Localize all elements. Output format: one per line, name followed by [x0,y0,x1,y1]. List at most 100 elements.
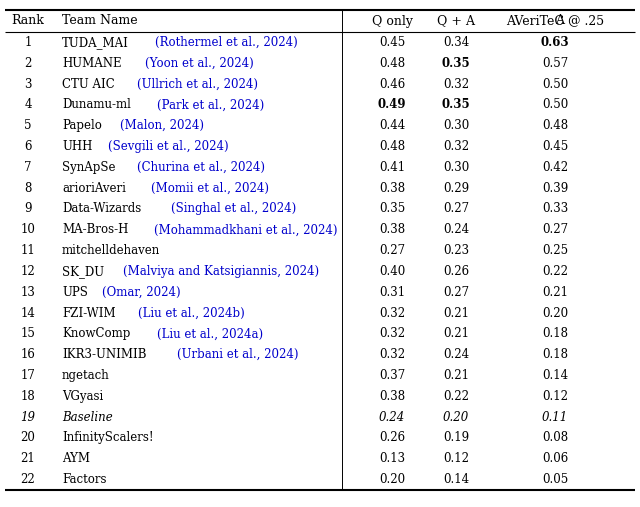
Text: (Urbani et al., 2024): (Urbani et al., 2024) [177,348,299,361]
Text: 0.21: 0.21 [443,328,469,340]
Text: 0.45: 0.45 [542,140,568,153]
Text: AYM: AYM [62,452,90,465]
Text: 0.31: 0.31 [379,286,405,299]
Text: InfinityScalers!: InfinityScalers! [62,431,154,445]
Text: 0.22: 0.22 [443,390,469,403]
Text: Data-Wizards: Data-Wizards [62,202,141,215]
Text: Q only: Q only [371,15,413,27]
Text: ngetach: ngetach [62,369,109,382]
Text: 0.25: 0.25 [542,244,568,257]
Text: (Mohammadkhani et al., 2024): (Mohammadkhani et al., 2024) [154,223,337,236]
Text: 0.48: 0.48 [542,119,568,132]
Text: 3: 3 [24,78,32,91]
Text: KnowComp: KnowComp [62,328,131,340]
Text: UPS: UPS [62,286,88,299]
Text: 0.50: 0.50 [542,98,568,112]
Text: (Malon, 2024): (Malon, 2024) [120,119,204,132]
Text: 14: 14 [20,307,35,319]
Text: 0.19: 0.19 [443,431,469,445]
Text: 0.13: 0.13 [379,452,405,465]
Text: 8: 8 [24,182,32,195]
Text: (Singhal et al., 2024): (Singhal et al., 2024) [171,202,296,215]
Text: 0.08: 0.08 [542,431,568,445]
Text: 0.20: 0.20 [379,473,405,486]
Text: 0.12: 0.12 [542,390,568,403]
Text: 0.18: 0.18 [542,348,568,361]
Text: 0.06: 0.06 [542,452,568,465]
Text: HUMANE: HUMANE [62,57,122,70]
Text: 7: 7 [24,161,32,174]
Text: 0.27: 0.27 [542,223,568,236]
Text: 1: 1 [24,36,32,49]
Text: Team Name: Team Name [62,15,138,27]
Text: 10: 10 [20,223,35,236]
Text: MA-Bros-H: MA-Bros-H [62,223,129,236]
Text: (Malviya and Katsigiannis, 2024): (Malviya and Katsigiannis, 2024) [123,265,319,278]
Text: Dunamu-ml: Dunamu-ml [62,98,131,112]
Text: 0.27: 0.27 [443,202,469,215]
Text: 0.29: 0.29 [443,182,469,195]
Text: (Park et al., 2024): (Park et al., 2024) [157,98,264,112]
Text: Papelo: Papelo [62,119,102,132]
Text: 0.57: 0.57 [542,57,568,70]
Text: 0.24: 0.24 [443,348,469,361]
Text: Q + A: Q + A [437,15,475,27]
Text: 0.32: 0.32 [379,307,405,319]
Text: 13: 13 [20,286,35,299]
Text: 0.48: 0.48 [379,140,405,153]
Text: 0.24: 0.24 [443,223,469,236]
Text: 0.41: 0.41 [379,161,405,174]
Text: 18: 18 [20,390,35,403]
Text: 0.30: 0.30 [443,119,469,132]
Text: 22: 22 [20,473,35,486]
Text: 0.22: 0.22 [542,265,568,278]
Text: 0.18: 0.18 [542,328,568,340]
Text: 2: 2 [24,57,32,70]
Text: 0.63: 0.63 [541,36,570,49]
Text: 0.38: 0.38 [379,223,405,236]
Text: 0.38: 0.38 [379,182,405,195]
Text: 0.21: 0.21 [542,286,568,299]
Text: 0.40: 0.40 [379,265,405,278]
Text: 19: 19 [20,411,35,424]
Text: (Sevgili et al., 2024): (Sevgili et al., 2024) [108,140,228,153]
Text: 0.50: 0.50 [542,78,568,91]
Text: FZI-WIM: FZI-WIM [62,307,116,319]
Text: 0.35: 0.35 [442,57,470,70]
Text: 0.11: 0.11 [542,411,568,424]
Text: 0.14: 0.14 [542,369,568,382]
Text: (Liu et al., 2024a): (Liu et al., 2024a) [157,328,263,340]
Text: 0.32: 0.32 [443,140,469,153]
Text: 0.27: 0.27 [443,286,469,299]
Text: 0.32: 0.32 [379,328,405,340]
Text: 0.21: 0.21 [443,369,469,382]
Text: arioriAveri: arioriAveri [62,182,126,195]
Text: 9: 9 [24,202,32,215]
Text: 0.35: 0.35 [379,202,405,215]
Text: VGyasi: VGyasi [62,390,103,403]
Text: 17: 17 [20,369,35,382]
Text: (Liu et al., 2024b): (Liu et al., 2024b) [138,307,244,319]
Text: 20: 20 [20,431,35,445]
Text: (Omar, 2024): (Omar, 2024) [102,286,180,299]
Text: 4: 4 [24,98,32,112]
Text: 16: 16 [20,348,35,361]
Text: CTU AIC: CTU AIC [62,78,115,91]
Text: AVeriTeC @ .25: AVeriTeC @ .25 [506,15,604,27]
Text: 0.23: 0.23 [443,244,469,257]
Text: 0.32: 0.32 [443,78,469,91]
Text: 0.49: 0.49 [378,98,406,112]
Text: (Churina et al., 2024): (Churina et al., 2024) [138,161,266,174]
Text: A: A [555,15,564,27]
Text: 0.20: 0.20 [542,307,568,319]
Text: 0.37: 0.37 [379,369,405,382]
Text: (Yoon et al., 2024): (Yoon et al., 2024) [145,57,254,70]
Text: 0.27: 0.27 [379,244,405,257]
Text: 0.05: 0.05 [542,473,568,486]
Text: 0.26: 0.26 [379,431,405,445]
Text: 0.20: 0.20 [443,411,469,424]
Text: 0.45: 0.45 [379,36,405,49]
Text: 0.32: 0.32 [379,348,405,361]
Text: 0.24: 0.24 [379,411,405,424]
Text: (Ullrich et al., 2024): (Ullrich et al., 2024) [136,78,257,91]
